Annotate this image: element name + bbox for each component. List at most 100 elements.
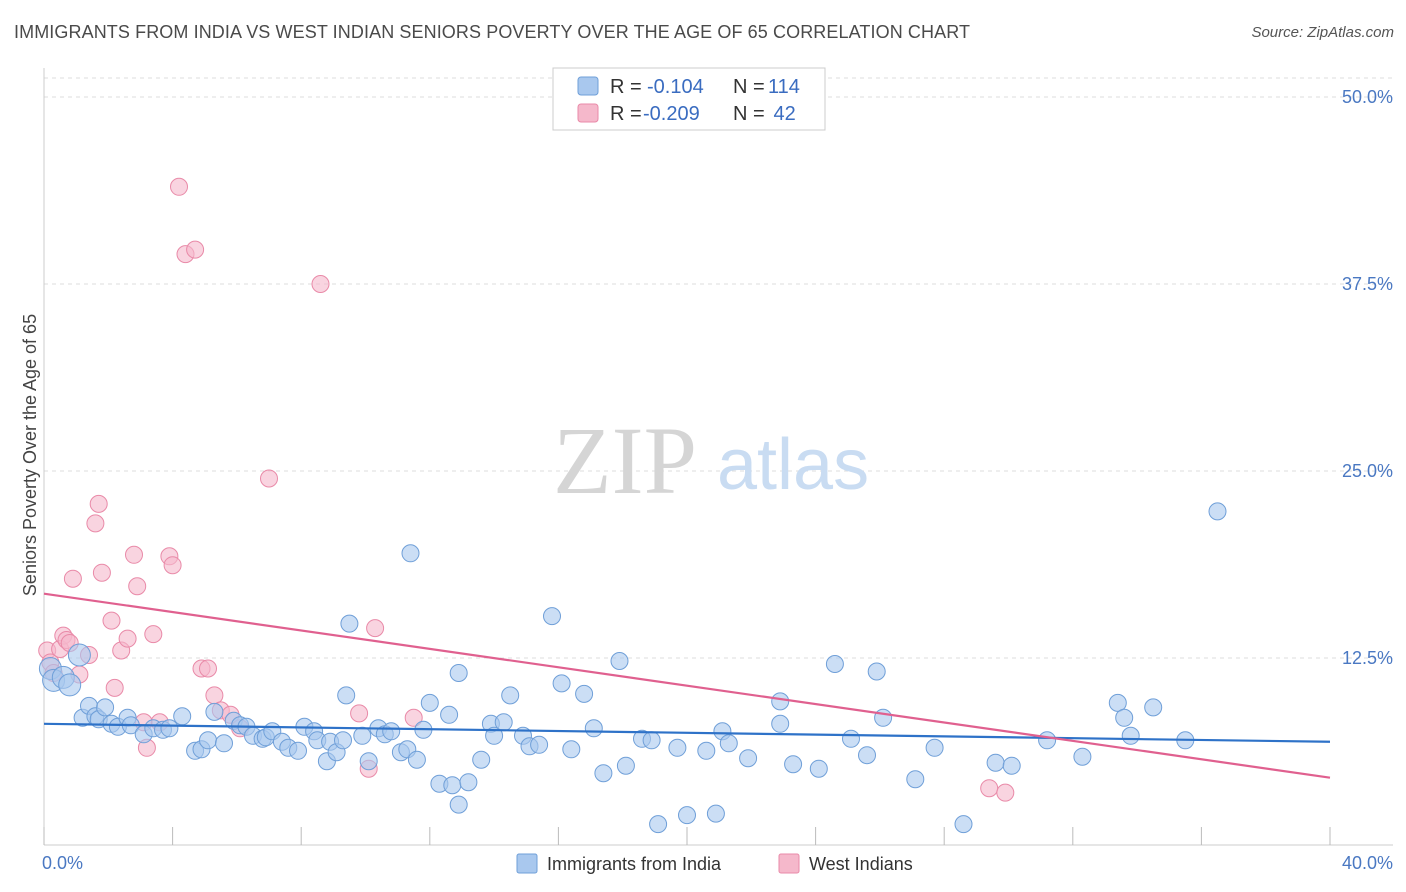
y-axis-label: Seniors Poverty Over the Age of 65 xyxy=(20,314,40,596)
india-point xyxy=(642,731,661,750)
india-point xyxy=(668,738,687,757)
india-point xyxy=(173,707,192,726)
india-point xyxy=(353,726,372,745)
india-point xyxy=(706,804,725,823)
x-tick-label-max: 40.0% xyxy=(1342,853,1393,873)
india-point xyxy=(459,773,478,792)
india-point xyxy=(584,719,603,738)
source-label: Source: ZipAtlas.com xyxy=(1251,24,1394,41)
west-indians-point xyxy=(996,783,1015,802)
legend-n-value-india: 114 xyxy=(768,76,800,98)
legend-swatch-india xyxy=(577,76,599,96)
india-point xyxy=(449,795,468,814)
india-point xyxy=(1002,756,1021,775)
india-point xyxy=(67,643,91,667)
axes xyxy=(43,68,1393,846)
correlation-legend: R = -0.104 N = 114 R = -0.209 N = 42 xyxy=(552,67,826,131)
west-indians-point xyxy=(170,177,188,196)
india-point xyxy=(334,731,352,750)
west-indians-point xyxy=(260,469,278,488)
y-tick-label: 12.5% xyxy=(1342,648,1393,668)
india-point xyxy=(494,713,513,732)
india-point xyxy=(440,705,459,724)
india-point xyxy=(472,750,491,769)
india-point xyxy=(610,652,629,670)
legend-n-label-india: N = xyxy=(733,76,765,98)
legend-n-label-west: N = xyxy=(733,103,765,125)
watermark: ZIP atlas xyxy=(553,407,869,514)
west-indians-point xyxy=(118,629,137,648)
india-point xyxy=(906,770,925,789)
india-point xyxy=(986,753,1005,772)
west-indians-point xyxy=(63,569,82,588)
y-tick-labels: 12.5% 25.0% 37.5% 50.0% xyxy=(1342,87,1393,668)
india-point xyxy=(443,776,462,795)
india-point xyxy=(530,735,549,754)
west-indians-point xyxy=(163,556,182,575)
india-point xyxy=(771,714,790,733)
india-point xyxy=(1073,747,1092,766)
india-point xyxy=(552,674,571,693)
y-tick-label: 25.0% xyxy=(1342,461,1393,481)
india-point xyxy=(407,750,426,769)
west-indians-point xyxy=(311,275,330,293)
legend-r-value-india: -0.104 xyxy=(647,76,704,98)
india-point xyxy=(420,693,439,712)
india-point xyxy=(340,614,359,633)
series-legend-india: Immigrants from India xyxy=(547,854,722,874)
india-point xyxy=(543,607,561,626)
west-indians-point xyxy=(105,678,124,697)
india-point xyxy=(1115,708,1134,727)
west-indians-point xyxy=(350,704,369,723)
west-indians-point xyxy=(205,686,224,705)
india-point xyxy=(199,731,217,750)
india-point xyxy=(1121,726,1140,745)
west-indians-point xyxy=(89,494,108,513)
west-indians-point xyxy=(404,708,423,727)
india-point xyxy=(160,719,179,738)
india-point xyxy=(925,738,944,757)
x-ticks xyxy=(43,827,1331,845)
india-point xyxy=(401,544,420,563)
india-point xyxy=(562,740,581,759)
india-point xyxy=(359,752,378,771)
india-point xyxy=(1038,731,1057,750)
west-indians-point xyxy=(980,779,999,798)
west-indians-point xyxy=(86,514,105,533)
india-point xyxy=(825,655,844,673)
india-point xyxy=(382,722,401,741)
watermark-zip: ZIP xyxy=(553,407,697,514)
chart-title: IMMIGRANTS FROM INDIA VS WEST INDIAN SEN… xyxy=(14,22,971,42)
west-indians-trend-line xyxy=(43,592,1331,779)
india-points xyxy=(38,502,1227,834)
legend-r-label-india: R = xyxy=(610,76,642,98)
legend-n-value-west: 42 xyxy=(768,103,796,125)
india-point xyxy=(784,755,803,774)
west-indians-point xyxy=(128,577,147,596)
india-trend-line xyxy=(43,722,1331,743)
india-point xyxy=(842,729,860,748)
india-point xyxy=(485,726,504,745)
india-point xyxy=(616,756,635,775)
watermark-atlas: atlas xyxy=(717,425,869,505)
gridlines xyxy=(44,77,1393,659)
west-indians-point xyxy=(125,545,143,564)
west-indians-point xyxy=(92,563,111,582)
india-point xyxy=(1208,502,1227,521)
india-point xyxy=(719,734,738,753)
india-point xyxy=(337,686,356,705)
india-point xyxy=(649,815,668,834)
legend-r-value-west: -0.209 xyxy=(643,103,700,125)
series-legend-west: West Indians xyxy=(809,854,913,874)
india-point xyxy=(501,686,520,705)
west-indians-point xyxy=(102,611,121,630)
legend-r-label-west: R = xyxy=(610,103,642,125)
india-point xyxy=(1144,698,1163,717)
india-point xyxy=(96,698,115,717)
india-point xyxy=(58,673,82,697)
india-point xyxy=(575,684,594,703)
west-indians-point xyxy=(199,659,217,678)
india-point xyxy=(205,702,224,721)
india-point xyxy=(215,734,233,753)
